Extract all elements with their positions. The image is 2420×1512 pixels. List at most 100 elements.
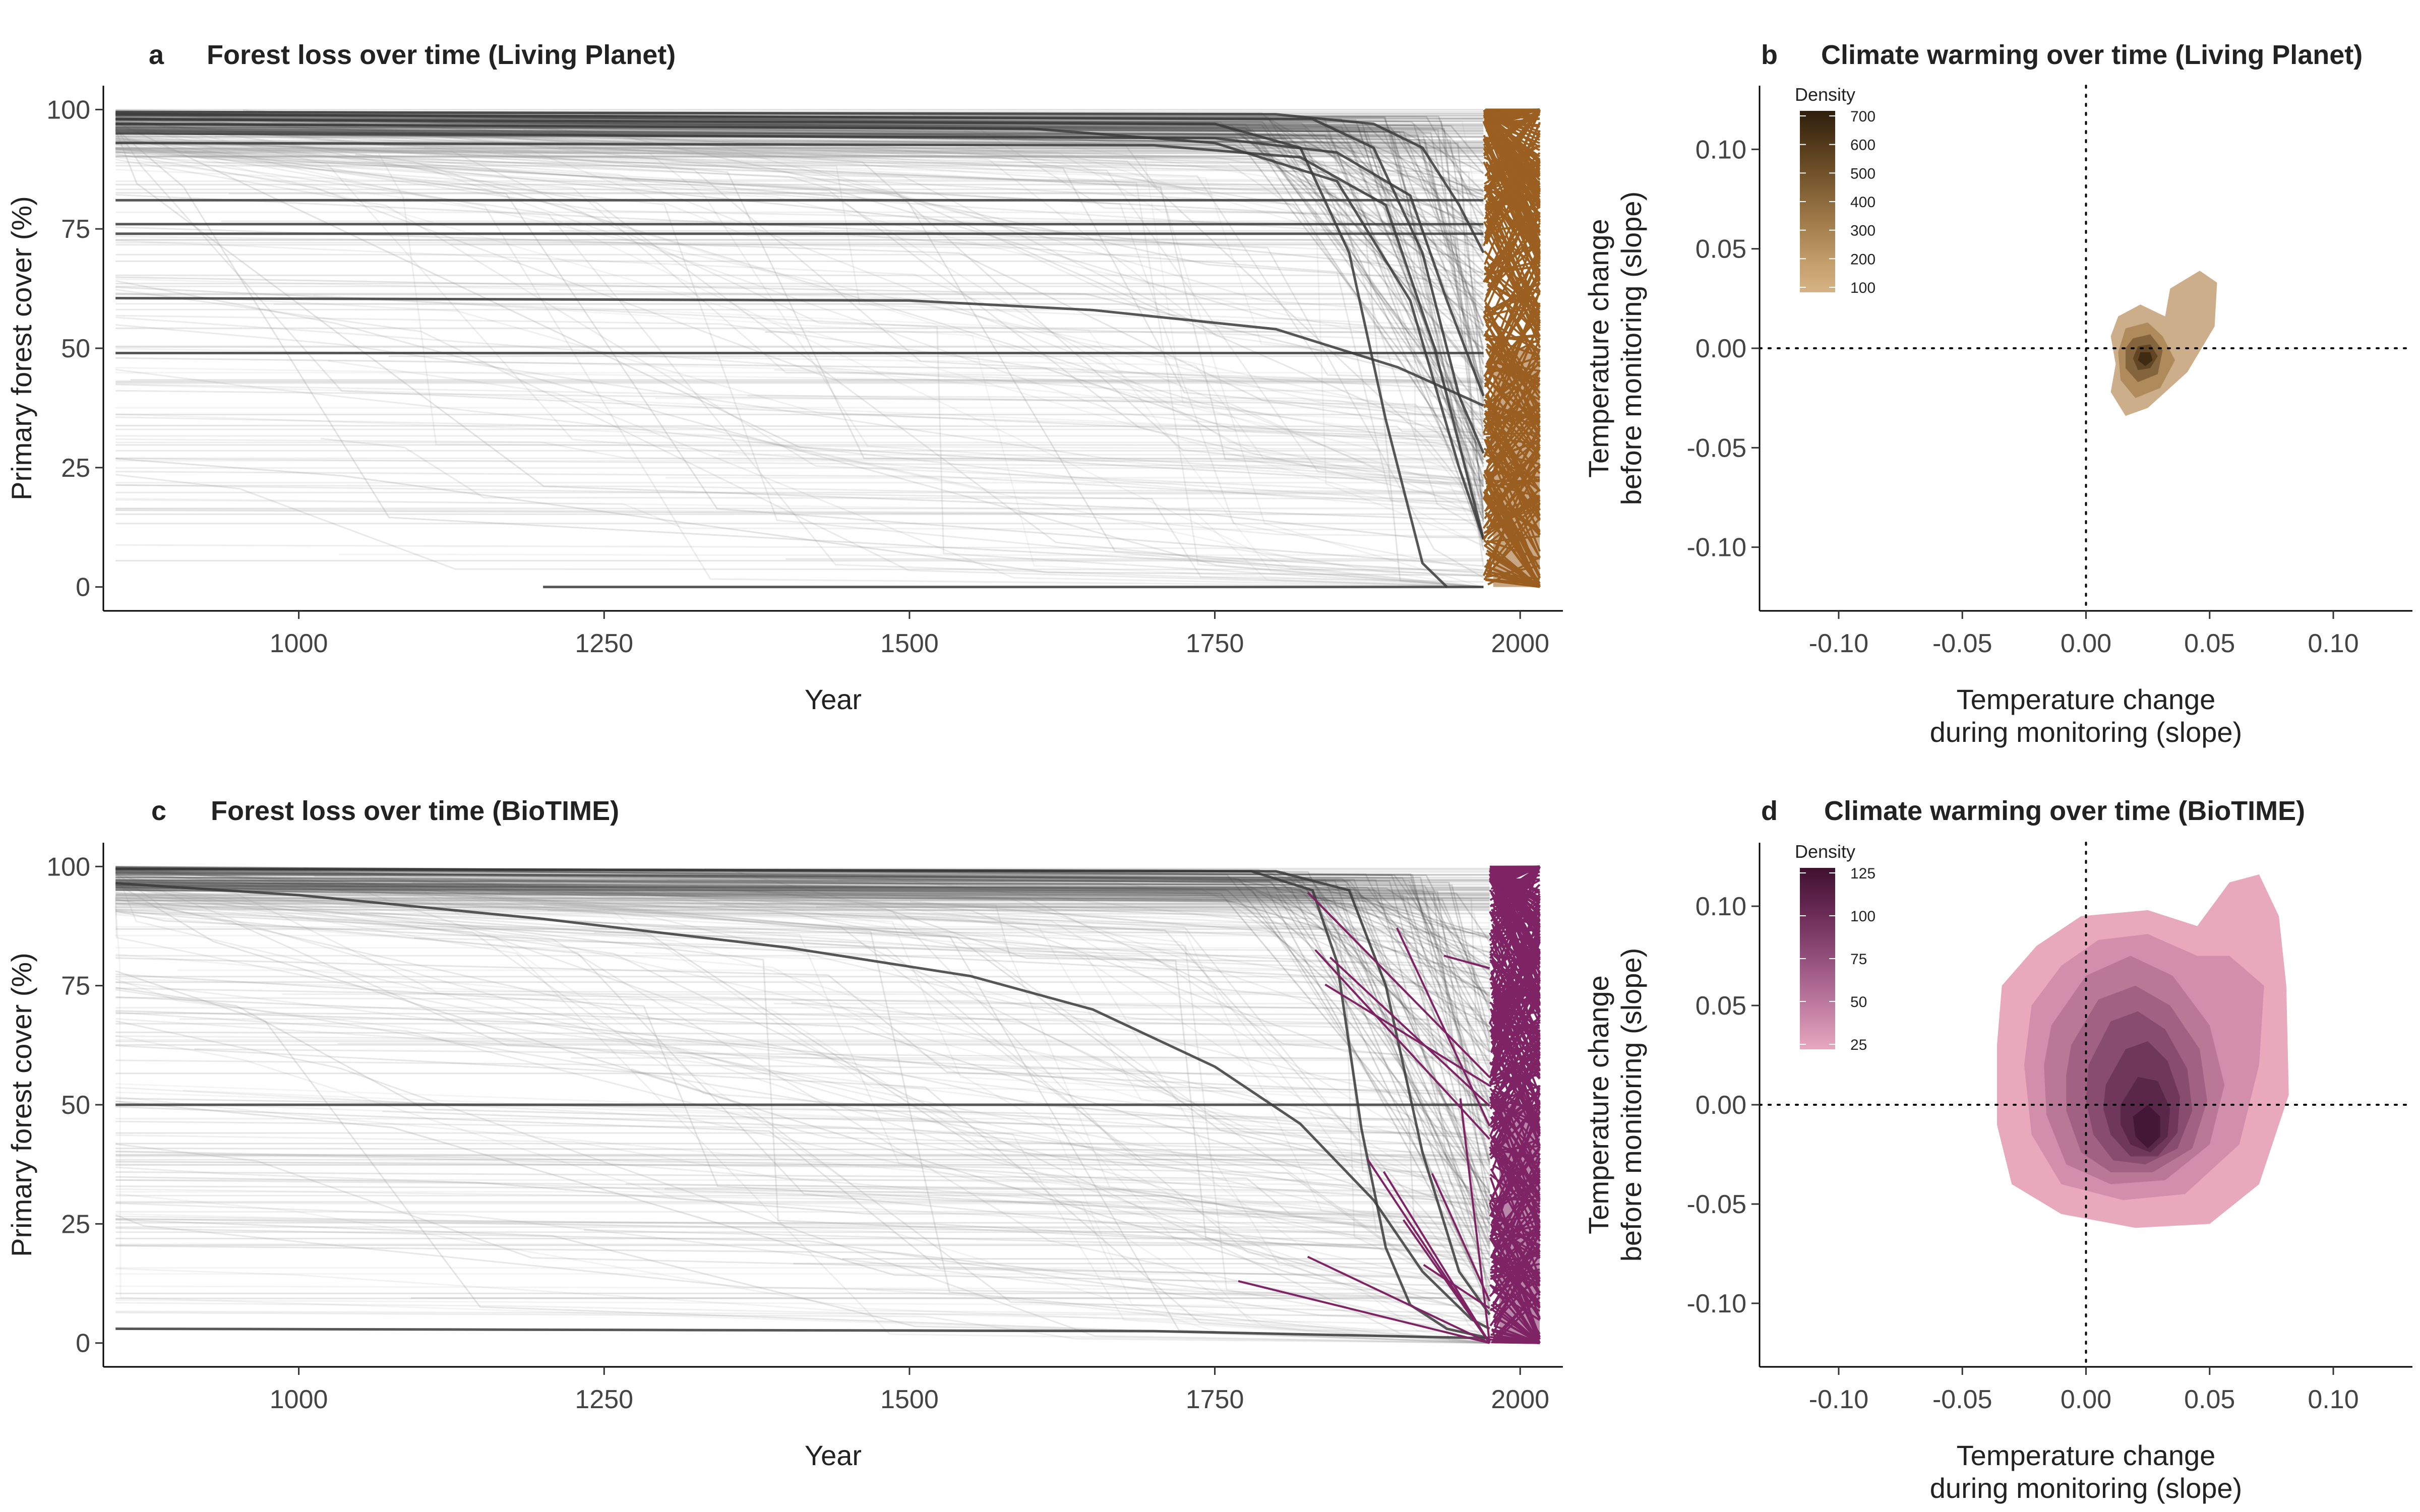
monitoring-series	[1482, 108, 1541, 588]
history-line-faint	[115, 151, 1484, 588]
history-line-faint	[115, 1035, 1490, 1061]
density-legend: Density 125 100 75 50 25	[1795, 841, 1876, 1053]
y-tick-label: 100	[46, 852, 90, 881]
panel-c: c Forest loss over time (BioTIME)1000 1250…	[6, 796, 1563, 1471]
history-line-faint	[718, 905, 1490, 1019]
history-line-faint	[115, 140, 1484, 380]
history-line	[115, 122, 1485, 540]
x-axis-title: Year	[805, 1439, 862, 1471]
history-line-faint	[115, 981, 1490, 1128]
history-line-faint	[115, 147, 1484, 572]
monitoring-line	[1487, 198, 1541, 322]
history-line-faint	[327, 360, 1484, 588]
history-line-faint	[115, 139, 1484, 415]
history-line-faint	[115, 1227, 1490, 1322]
history-line	[115, 132, 1485, 397]
monitoring-line	[1486, 169, 1540, 191]
history-line-faint	[115, 1010, 1490, 1092]
history-line-faint	[115, 874, 1491, 1206]
history-line-faint	[115, 129, 1484, 205]
y-tick-label: -0.05	[1686, 433, 1746, 463]
history-line	[115, 117, 1448, 588]
history-line-faint	[115, 871, 1490, 1267]
legend-label: 400	[1850, 194, 1876, 211]
history-line-faint	[115, 908, 1490, 1193]
history-line-faint	[115, 880, 1491, 1165]
history-line-faint	[272, 881, 1490, 1118]
history-series-highlighted	[115, 110, 1485, 589]
monitoring-line	[1423, 1264, 1490, 1309]
history-line-faint	[115, 1151, 1490, 1239]
monitoring-line	[1329, 957, 1490, 1107]
history-line-faint	[115, 1202, 1490, 1308]
history-line-faint	[244, 867, 1490, 1013]
history-line-faint	[115, 149, 1484, 273]
y-axis-title: Primary forest cover (%)	[6, 953, 37, 1257]
history-line-faint	[866, 1289, 1490, 1332]
history-line-faint	[115, 129, 1484, 406]
history-line-faint	[115, 1213, 1490, 1344]
history-line-faint	[115, 870, 1490, 1104]
history-line-faint	[115, 873, 1490, 910]
history-line-faint	[115, 109, 1484, 187]
history-line	[115, 110, 1485, 254]
history-line-faint	[184, 151, 1484, 336]
history-line-faint	[115, 973, 1490, 1228]
history-line-faint	[115, 286, 1484, 588]
x-tick-label: 2000	[1491, 1385, 1549, 1414]
history-line-faint	[115, 987, 1490, 1136]
history-line-faint	[115, 1100, 1490, 1344]
history-line-faint	[115, 1045, 1490, 1344]
history-line-faint	[115, 899, 1490, 1162]
history-line-faint	[115, 879, 1491, 1242]
history-line-faint	[115, 879, 1491, 1052]
history-line-faint	[115, 109, 1484, 193]
history-line-faint	[115, 978, 1490, 1136]
history-line-faint	[183, 1090, 1490, 1344]
history-line-faint	[115, 867, 1490, 1040]
history-line-faint	[115, 871, 1490, 1256]
history-line-faint	[115, 885, 1490, 1336]
monitoring-line	[1490, 912, 1541, 1045]
legend-label: 300	[1850, 223, 1876, 239]
history-line-faint	[774, 369, 1484, 475]
y-axis-title-line2: before monitoring (slope)	[1615, 948, 1647, 1262]
history-line-faint	[115, 458, 1484, 576]
y-tick-label: 0.05	[1696, 235, 1746, 264]
history-line-faint	[115, 889, 1490, 938]
history-line-faint	[115, 127, 1484, 309]
monitoring-line	[1483, 138, 1541, 254]
history-line-faint	[115, 278, 1484, 414]
history-line-faint	[115, 887, 1491, 1307]
history-line-faint	[115, 877, 1490, 1201]
history-line-faint	[115, 899, 1490, 965]
history-line-faint	[115, 1202, 1490, 1205]
monitoring-line	[1483, 221, 1541, 331]
history-line	[115, 297, 1484, 407]
history-line-faint	[690, 885, 1490, 1061]
monitoring-line	[1486, 189, 1541, 298]
history-line-faint	[115, 139, 1484, 588]
history-line-faint	[115, 126, 1484, 333]
history-line-faint	[115, 870, 1490, 1033]
history-line-faint	[115, 1171, 1490, 1220]
monitoring-line	[1492, 925, 1541, 1024]
history-series-highlighted	[115, 867, 1491, 1340]
history-line-faint	[115, 1176, 1490, 1215]
history-line-faint	[115, 889, 1490, 1053]
monitoring-line	[1486, 280, 1541, 314]
history-line-faint	[115, 868, 1490, 1192]
legend-label: 100	[1850, 908, 1876, 925]
history-line-faint	[647, 151, 1484, 485]
x-tick-label: 0.05	[2184, 629, 2235, 658]
history-line-faint	[115, 158, 1484, 496]
history-line-faint	[115, 871, 1490, 938]
y-tick-label: 75	[61, 215, 90, 244]
history-line-faint	[115, 1059, 1490, 1121]
history-line-faint	[115, 889, 1490, 976]
monitoring-line	[1493, 923, 1541, 996]
y-tick-label: 75	[61, 972, 90, 1001]
history-line-faint	[115, 872, 1490, 1140]
history-line-faint	[115, 872, 1490, 1083]
